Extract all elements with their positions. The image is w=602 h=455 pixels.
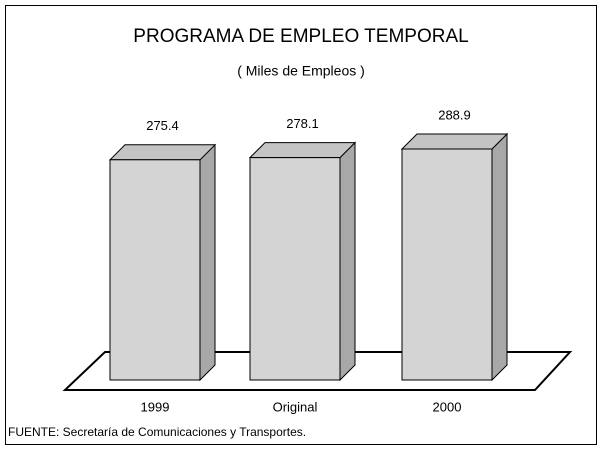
x-tick-label: 1999 <box>141 399 170 414</box>
source-note: FUENTE: Secretaría de Comunicaciones y T… <box>8 425 306 439</box>
x-tick-label: Original <box>273 399 318 414</box>
bar-side <box>491 132 508 382</box>
bar-side <box>199 143 216 382</box>
bar <box>108 143 217 382</box>
chart-title: PROGRAMA DE EMPLEO TEMPORAL <box>133 26 468 47</box>
bar-front <box>109 159 201 381</box>
chart-subtitle: ( Miles de Empleos ) <box>237 63 365 79</box>
bar <box>400 132 509 382</box>
x-tick-label: 2000 <box>433 399 462 414</box>
bar-side <box>339 141 356 382</box>
bar-front <box>249 157 341 381</box>
bar-top <box>248 142 357 159</box>
value-label: 275.4 <box>146 118 179 133</box>
value-label: 278.1 <box>286 116 319 131</box>
bar <box>248 141 357 382</box>
bar-top <box>400 133 509 150</box>
bar-top <box>108 144 217 161</box>
bar-front <box>401 148 493 381</box>
value-label: 288.9 <box>438 107 471 122</box>
